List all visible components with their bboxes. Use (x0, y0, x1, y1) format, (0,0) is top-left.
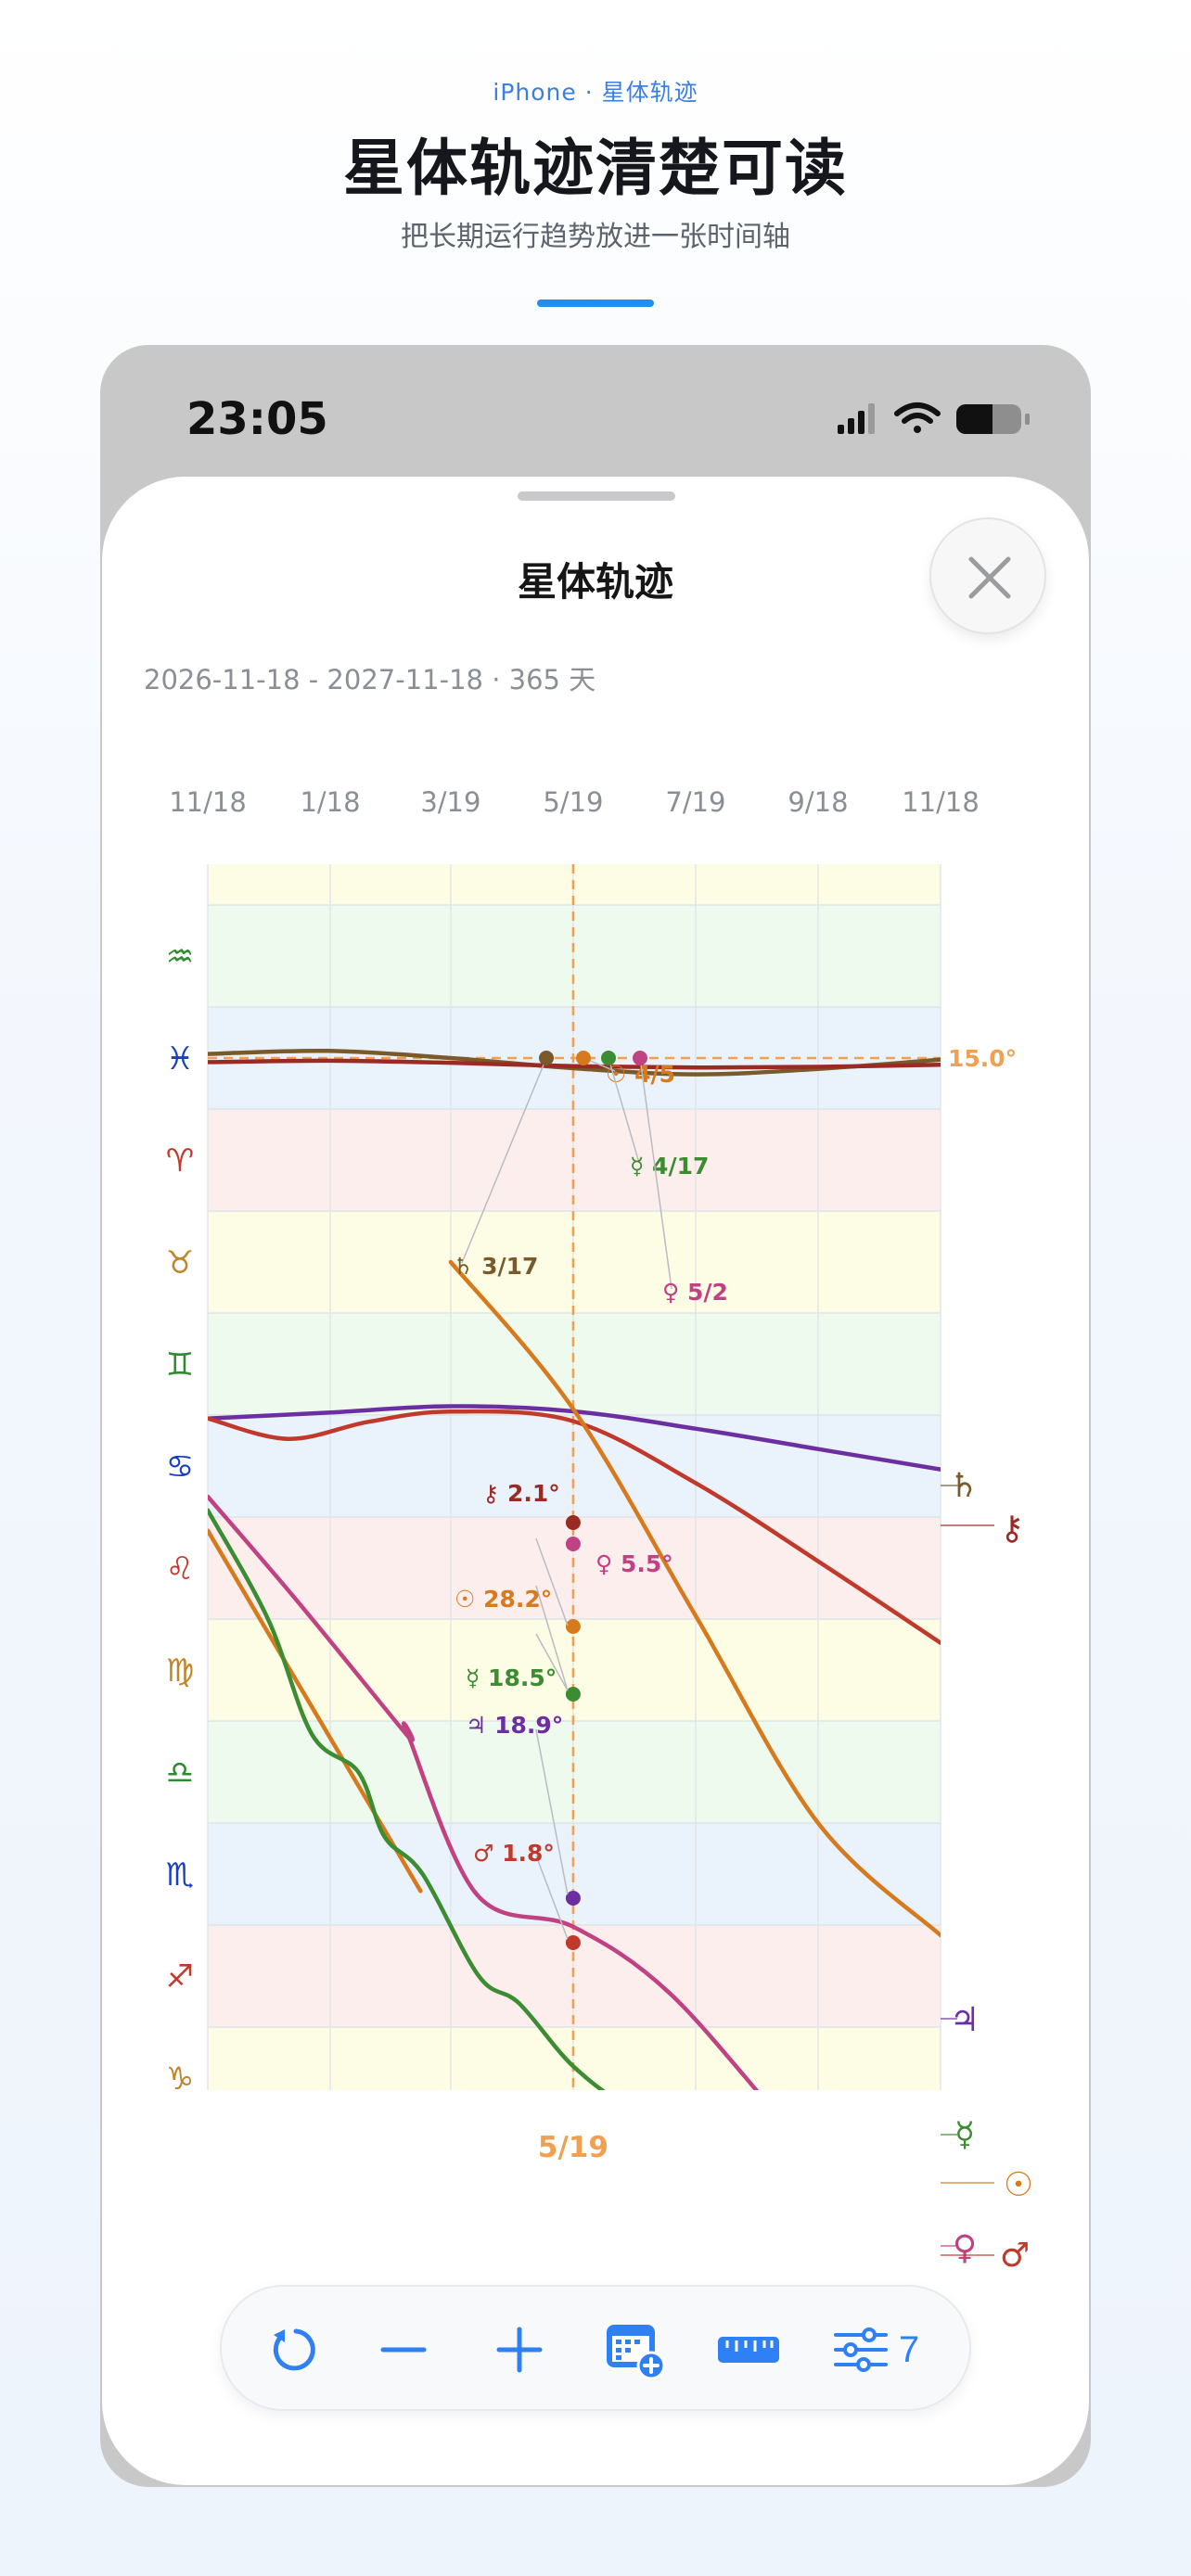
cursor-value-label: ♂ 1.8° (473, 1840, 555, 1867)
crossing-leader (608, 1057, 640, 1164)
cursor-value-leader (535, 1728, 569, 1895)
crossing-date-label: ♀ 5/2 (662, 1279, 728, 1306)
cursor-value-label: ♀ 5.5° (596, 1550, 673, 1577)
series-end-glyph: ♀ (953, 2229, 977, 2267)
zodiac-sign-label: ♍ (166, 1652, 194, 1690)
zodiac-sign-label: ♊ (166, 1346, 194, 1384)
cursor-value-leader (535, 1633, 569, 1691)
cursor-value-label: ☿ 18.5° (466, 1664, 557, 1691)
series-end-glyph: ⚷ (1000, 1510, 1024, 1548)
zodiac-sign-label: ♐ (166, 1958, 194, 1996)
series-line (208, 1508, 606, 2090)
crossing-marker (576, 1051, 591, 1065)
cursor-value-leader (535, 1855, 569, 1940)
crossing-marker (539, 1051, 554, 1065)
hero-kicker: iPhone · 星体轨迹 (493, 79, 698, 106)
close-button[interactable] (929, 517, 1046, 634)
series-line (208, 1058, 941, 1070)
x-tick-label: 9/18 (788, 786, 848, 818)
crossing-leader (461, 1057, 547, 1264)
series-group (208, 1048, 941, 2090)
series-line (208, 1494, 760, 2090)
cursor-marker (565, 1619, 581, 1634)
sheet-title: 星体轨迹 (517, 559, 673, 605)
battery-icon (956, 404, 1030, 434)
zodiac-sign-label: ♏ (166, 1856, 194, 1894)
hero-title: 星体轨迹清楚可读 (343, 133, 848, 204)
cursor-value-label: ⚷ 2.1° (482, 1480, 560, 1507)
crossing-marker (601, 1051, 616, 1065)
zodiac-sign-label: ♈ (166, 1142, 194, 1180)
crossing-leader (639, 1057, 672, 1290)
reset-icon (273, 2328, 315, 2371)
zodiac-sign-label: ♉ (166, 1244, 194, 1282)
cursor-marker (565, 1891, 581, 1906)
reset-button[interactable] (240, 2287, 344, 2413)
reference-degree-label: 15.0° (948, 1045, 1017, 1072)
zoom-out-icon (380, 2347, 427, 2353)
signal-icon (838, 403, 875, 434)
cursor-marker (565, 1935, 581, 1950)
x-tick-label: 7/19 (665, 786, 725, 818)
sheet-grabber[interactable] (518, 491, 675, 501)
wifi-icon (894, 402, 941, 433)
zodiac-sign-label: ♋ (166, 1448, 194, 1486)
cursor-marker (565, 1537, 581, 1551)
series-end-glyph: ♃ (950, 2001, 980, 2039)
zodiac-sign-label: ♓ (166, 1040, 194, 1078)
zoom-out-button[interactable] (352, 2287, 455, 2413)
x-tick-label: 11/18 (169, 786, 247, 818)
crossing-marker (633, 1051, 647, 1065)
series-end-glyph: ♂ (1000, 2237, 1030, 2275)
filter-icon (833, 2327, 888, 2372)
cursor-marker (565, 1687, 581, 1702)
date-range: 2026-11-18 - 2027-11-18 · 365 天 (144, 664, 596, 695)
zoom-in-button[interactable] (467, 2287, 571, 2413)
calendar-add-icon (607, 2325, 666, 2380)
trajectory-sheet: 星体轨迹 2026-11-18 - 2027-11-18 · 365 天 11/… (102, 477, 1089, 2485)
status-time: 23:05 (186, 393, 328, 445)
cursor-value-label: ☉ 28.2° (455, 1586, 552, 1613)
ruler-button[interactable] (697, 2287, 800, 2413)
phone-frame: 23:05 星体轨迹 2026-11-18 - 2027-11-18 · (100, 345, 1091, 2487)
filter-button[interactable]: 7 (806, 2287, 945, 2413)
cursor-value-label: ♃ 18.9° (466, 1712, 563, 1739)
hero-accent-line (537, 300, 654, 307)
zodiac-sign-label: ♑ (166, 2060, 194, 2098)
series-end-glyph: ♄ (949, 1467, 979, 1505)
x-tick-label: 5/19 (543, 786, 603, 818)
add-date-button[interactable] (583, 2287, 687, 2413)
x-tick-label: 11/18 (902, 786, 980, 818)
x-tick-label: 3/19 (420, 786, 480, 818)
zoom-in-icon (496, 2327, 543, 2373)
zodiac-sign-label: ♒ (166, 938, 194, 976)
cursor-value-leader (535, 1585, 569, 1691)
chart-toolbar: 7 (220, 2285, 971, 2411)
filter-count: 7 (898, 2328, 920, 2370)
status-icons (838, 402, 1030, 434)
series-line (448, 1259, 941, 1938)
zodiac-sign-label: ♎ (166, 1754, 194, 1792)
series-line (208, 1409, 941, 1645)
close-icon (968, 556, 1011, 599)
trajectory-chart[interactable]: 11/18 1/18 3/19 5/19 7/19 9/18 11/18 ♒ ♓ ♈ ♉ ♊ ♋ ♌ ♍ ♎ ♏… (102, 477, 1089, 2485)
cursor-marker (565, 1515, 581, 1530)
zodiac-sign-label: ♌ (166, 1550, 194, 1588)
hero-subtitle: 把长期运行趋势放进一张时间轴 (401, 221, 790, 253)
series-end-glyph: ☿ (954, 2116, 975, 2154)
crossing-date-label: ☿ 4/17 (630, 1153, 709, 1180)
cursor-value-leader (535, 1537, 569, 1626)
crossing-date-label: ♄ 3/17 (453, 1253, 538, 1280)
series-end-glyph: ☉ (1004, 2166, 1033, 2204)
ruler-icon (718, 2337, 779, 2363)
x-tick-label: 1/18 (300, 786, 360, 818)
selected-date-label: 5/19 (538, 2131, 608, 2164)
